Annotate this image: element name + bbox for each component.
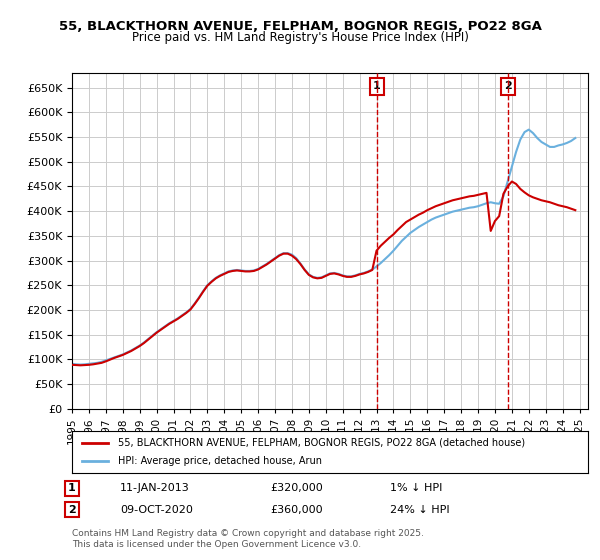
Text: Price paid vs. HM Land Registry's House Price Index (HPI): Price paid vs. HM Land Registry's House … (131, 31, 469, 44)
Text: Contains HM Land Registry data © Crown copyright and database right 2025.
This d: Contains HM Land Registry data © Crown c… (72, 529, 424, 549)
Text: 2: 2 (504, 81, 512, 91)
Text: 1: 1 (68, 483, 76, 493)
Text: £360,000: £360,000 (270, 505, 323, 515)
Text: 1: 1 (373, 81, 381, 91)
Text: 2: 2 (68, 505, 76, 515)
Text: 1% ↓ HPI: 1% ↓ HPI (390, 483, 442, 493)
Text: 24% ↓ HPI: 24% ↓ HPI (390, 505, 449, 515)
Text: 11-JAN-2013: 11-JAN-2013 (120, 483, 190, 493)
Text: 55, BLACKTHORN AVENUE, FELPHAM, BOGNOR REGIS, PO22 8GA (detached house): 55, BLACKTHORN AVENUE, FELPHAM, BOGNOR R… (118, 438, 526, 448)
Text: HPI: Average price, detached house, Arun: HPI: Average price, detached house, Arun (118, 456, 322, 466)
Text: 55, BLACKTHORN AVENUE, FELPHAM, BOGNOR REGIS, PO22 8GA: 55, BLACKTHORN AVENUE, FELPHAM, BOGNOR R… (59, 20, 541, 32)
Text: £320,000: £320,000 (270, 483, 323, 493)
Text: 09-OCT-2020: 09-OCT-2020 (120, 505, 193, 515)
